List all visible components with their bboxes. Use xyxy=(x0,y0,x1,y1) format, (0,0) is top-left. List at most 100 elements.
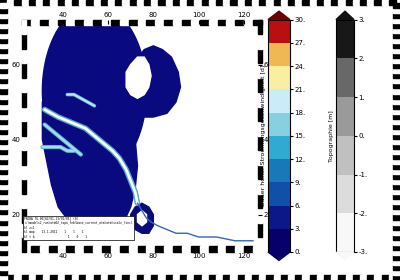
Bar xyxy=(84,246,93,252)
Bar xyxy=(266,0,274,5)
Bar xyxy=(79,0,86,5)
Bar xyxy=(393,18,400,23)
Bar xyxy=(14,0,22,5)
Bar xyxy=(0,38,7,43)
Bar xyxy=(29,275,36,280)
Bar xyxy=(367,275,374,280)
Bar xyxy=(79,275,86,280)
Bar xyxy=(75,20,84,25)
Bar xyxy=(49,246,58,252)
Bar xyxy=(66,246,75,252)
Bar xyxy=(151,275,158,280)
Bar xyxy=(0,184,7,189)
Bar xyxy=(0,83,7,88)
Bar xyxy=(122,275,130,280)
Bar xyxy=(216,0,223,5)
Bar xyxy=(302,0,310,5)
Bar xyxy=(393,159,400,164)
Bar xyxy=(0,199,7,204)
Bar xyxy=(0,63,7,68)
Bar xyxy=(393,139,400,144)
Bar xyxy=(374,0,382,5)
Bar xyxy=(22,0,29,5)
Bar xyxy=(0,275,7,280)
Bar xyxy=(346,275,353,280)
Bar xyxy=(238,0,245,5)
Bar xyxy=(0,88,7,94)
Bar xyxy=(0,129,7,134)
Bar xyxy=(288,0,295,5)
Bar xyxy=(93,20,102,25)
Bar xyxy=(324,275,331,280)
Bar xyxy=(22,208,26,223)
Bar xyxy=(102,246,111,252)
Bar xyxy=(258,179,262,194)
Bar xyxy=(393,8,400,13)
Bar xyxy=(66,20,75,25)
Bar xyxy=(393,78,400,83)
Polygon shape xyxy=(42,4,146,177)
Bar xyxy=(393,154,400,159)
Bar xyxy=(331,275,338,280)
Bar xyxy=(191,20,200,25)
Bar xyxy=(22,20,26,34)
Bar xyxy=(36,275,43,280)
Bar xyxy=(58,246,66,252)
Bar xyxy=(0,43,7,48)
Bar xyxy=(338,0,346,5)
Bar xyxy=(182,20,191,25)
Bar xyxy=(382,275,389,280)
Bar xyxy=(393,250,400,255)
Bar xyxy=(393,194,400,199)
Bar xyxy=(22,136,26,150)
Bar xyxy=(393,174,400,179)
Bar xyxy=(0,109,7,114)
Bar xyxy=(258,78,262,92)
Bar xyxy=(389,0,396,5)
Bar xyxy=(253,246,262,252)
Bar xyxy=(393,275,400,280)
Bar xyxy=(393,230,400,235)
Bar xyxy=(75,246,84,252)
Bar xyxy=(317,0,324,5)
Bar xyxy=(130,275,137,280)
Bar xyxy=(218,246,226,252)
Bar xyxy=(393,73,400,78)
Bar xyxy=(0,189,7,194)
Bar xyxy=(191,246,200,252)
Bar xyxy=(393,134,400,139)
Bar xyxy=(0,225,7,230)
Bar xyxy=(393,63,400,68)
Bar xyxy=(0,169,7,174)
Bar xyxy=(7,0,14,5)
Bar xyxy=(393,255,400,260)
Bar xyxy=(209,275,216,280)
Bar xyxy=(353,0,360,5)
Bar xyxy=(0,230,7,235)
Bar xyxy=(129,20,138,25)
Bar xyxy=(31,246,40,252)
Bar xyxy=(353,275,360,280)
Bar xyxy=(393,169,400,174)
Bar xyxy=(22,78,26,92)
Bar xyxy=(101,0,108,5)
Bar xyxy=(50,275,58,280)
Bar xyxy=(367,0,374,5)
Bar xyxy=(244,20,253,25)
Bar xyxy=(22,121,26,136)
Bar xyxy=(393,260,400,265)
Bar xyxy=(258,136,262,150)
Bar xyxy=(0,139,7,144)
Bar xyxy=(393,164,400,169)
Bar xyxy=(258,49,262,63)
Bar xyxy=(187,0,194,5)
Bar xyxy=(393,104,400,109)
Bar xyxy=(374,275,382,280)
Bar xyxy=(393,94,400,99)
Bar xyxy=(0,270,7,275)
Bar xyxy=(65,0,72,5)
Bar xyxy=(0,250,7,255)
Bar xyxy=(393,88,400,94)
Bar xyxy=(258,20,262,34)
Bar xyxy=(324,0,331,5)
